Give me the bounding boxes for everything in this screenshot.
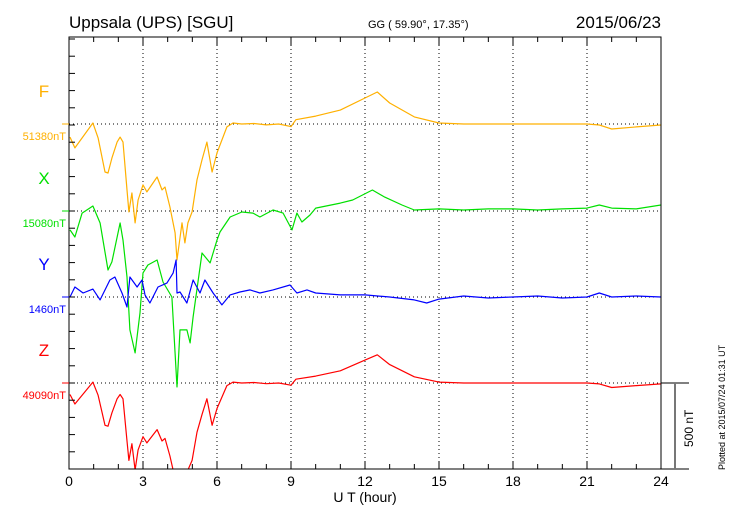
trace-z [69,354,661,469]
x-tick-label: 18 [505,473,521,489]
plotted-timestamp: Plotted at 2015/07/24 01:31 UT [717,344,727,470]
baseline-value-f: 51380nT [23,131,67,143]
component-name-f: F [39,82,49,101]
x-tick-label: 0 [65,473,73,489]
x-tick-labels: 0 3 6 9 12 15 18 21 24 [65,473,669,489]
component-labels: F 51380nT X 15080nT Y 1460nT Z 49090nT [23,82,69,402]
component-name-y: Y [38,255,49,274]
x-axis-label: U T (hour) [333,489,396,505]
x-tick-label: 9 [287,473,295,489]
scale-bar-label: 500 nT [682,409,696,447]
x-tick-label: 3 [139,473,147,489]
trace-y [69,259,661,308]
x-tick-label: 24 [653,473,669,489]
date-label: 2015/06/23 [576,13,661,32]
chart-title: Uppsala (UPS) [SGU] [69,13,233,32]
x-tick-label: 6 [213,473,221,489]
grid-lines [69,37,661,469]
x-tick-label: 21 [579,473,595,489]
component-name-z: Z [39,341,49,360]
traces [69,91,661,469]
trace-x [69,189,661,388]
x-tick-label: 12 [357,473,373,489]
scale-bar: 500 nT [661,382,696,470]
baseline-value-y: 1460nT [29,304,67,316]
coordinates-label: GG ( 59.90°, 17.35°) [368,19,469,31]
baseline-value-z: 49090nT [23,390,67,402]
baseline-value-x: 15080nT [23,218,67,230]
component-name-x: X [38,169,49,188]
axis-ticks [68,37,662,470]
trace-f [69,91,661,261]
x-tick-label: 15 [431,473,447,489]
